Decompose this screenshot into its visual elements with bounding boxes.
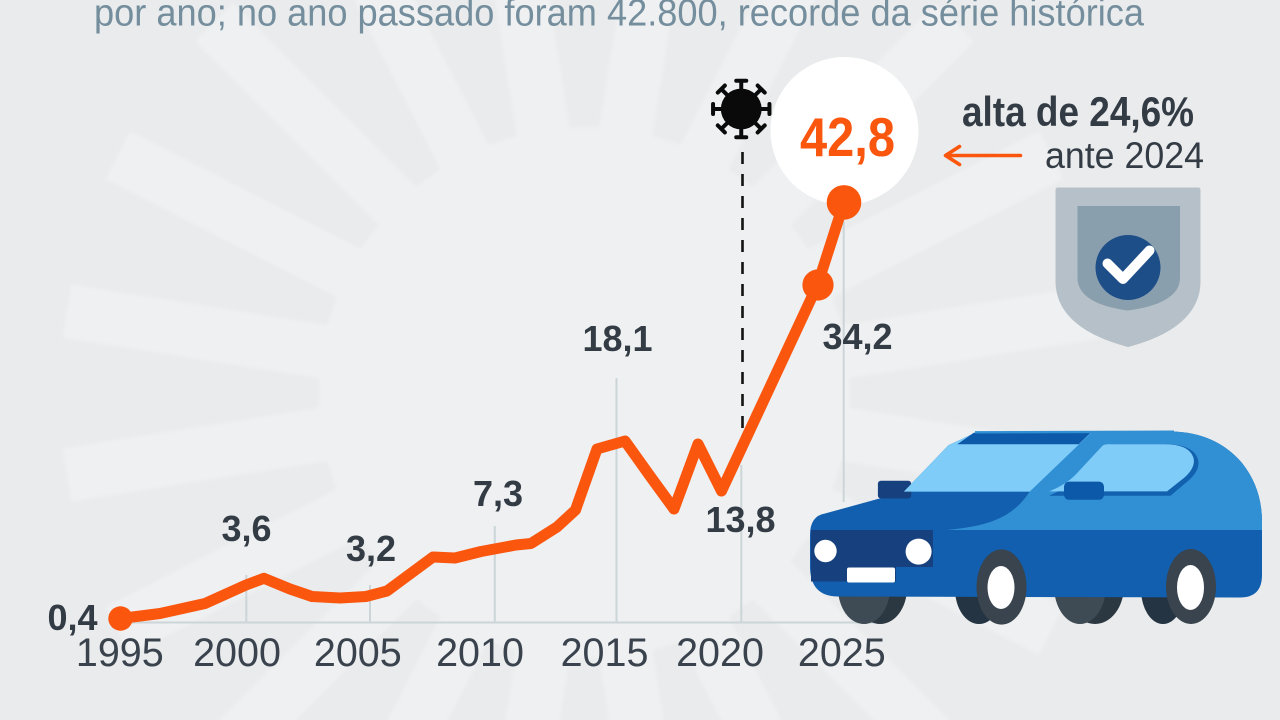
svg-text:0,4: 0,4 [47, 597, 97, 638]
svg-text:42,8: 42,8 [800, 106, 895, 168]
svg-text:2005: 2005 [314, 631, 402, 675]
svg-text:2020: 2020 [676, 631, 764, 675]
svg-text:3,2: 3,2 [346, 528, 396, 569]
svg-text:2025: 2025 [798, 631, 886, 675]
svg-text:2015: 2015 [561, 631, 649, 675]
svg-text:2000: 2000 [193, 631, 281, 675]
svg-text:18,1: 18,1 [582, 318, 652, 359]
svg-text:ante 2024: ante 2024 [1045, 135, 1204, 176]
svg-text:alta de 24,6%: alta de 24,6% [962, 88, 1194, 135]
svg-text:1995: 1995 [76, 631, 164, 675]
svg-text:7,3: 7,3 [473, 473, 523, 514]
svg-text:3,6: 3,6 [221, 508, 271, 549]
svg-text:34,2: 34,2 [822, 316, 892, 357]
svg-text:por ano; no ano passado foram: por ano; no ano passado foram 42.800, re… [94, 0, 1145, 35]
svg-text:13,8: 13,8 [705, 499, 775, 540]
svg-text:2010: 2010 [436, 631, 524, 675]
